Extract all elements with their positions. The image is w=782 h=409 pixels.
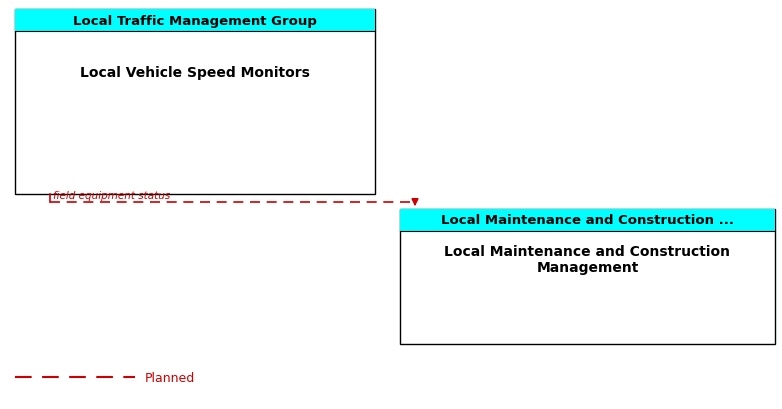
Text: Local Vehicle Speed Monitors: Local Vehicle Speed Monitors xyxy=(80,65,310,80)
Bar xyxy=(400,209,775,231)
Text: Planned: Planned xyxy=(145,371,196,384)
Bar xyxy=(15,10,375,32)
Bar xyxy=(400,209,775,344)
Bar xyxy=(15,10,375,195)
Text: Local Traffic Management Group: Local Traffic Management Group xyxy=(73,14,317,27)
Text: field equipment status: field equipment status xyxy=(53,191,170,200)
Text: Local Maintenance and Construction ...: Local Maintenance and Construction ... xyxy=(441,214,734,227)
Text: Local Maintenance and Construction
Management: Local Maintenance and Construction Manag… xyxy=(444,245,730,275)
